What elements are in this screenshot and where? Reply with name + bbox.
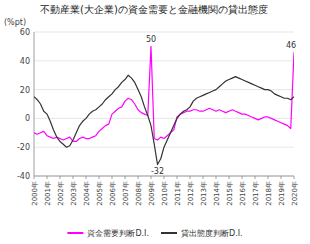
title: 不動産業(大企業)の資金需要と金融機関の貸出態度	[40, 4, 268, 15]
x-tick-label: 2018年	[265, 181, 273, 206]
x-tick-label: 2017年	[252, 181, 260, 206]
x-tick-label: 2003年	[70, 181, 78, 206]
x-tick-label: 2010年	[161, 181, 169, 206]
legend-label: 資金需要判断D.I.	[87, 229, 149, 238]
x-tick	[268, 176, 269, 179]
x-tick-label: 2008年	[135, 181, 143, 206]
y-tick-label: -20	[17, 143, 30, 152]
x-tick-label: 2009年	[148, 181, 156, 206]
x-tick	[216, 176, 217, 179]
x-tick-label: 2020年	[291, 181, 299, 206]
x-tick-label: 2019年	[278, 181, 286, 206]
x-tick-label: 2014年	[213, 181, 221, 206]
x-tick	[177, 176, 178, 179]
annotation: 46	[286, 41, 296, 50]
x-tick	[60, 176, 61, 179]
x-tick	[190, 176, 191, 179]
x-tick-label: 2001年	[44, 181, 52, 206]
x-tick-label: 2013年	[200, 181, 208, 206]
x-tick-label: 2006年	[109, 181, 117, 206]
x-tick	[229, 176, 230, 179]
grid-line	[34, 60, 294, 61]
x-tick-label: 2016年	[239, 181, 247, 206]
x-tick-label: 2004年	[83, 181, 91, 206]
chart: 不動産業(大企業)の資金需要と金融機関の貸出態度 (%pt) -40 -20 0 20 40…	[0, 0, 310, 244]
legend-swatch	[161, 232, 177, 234]
plot-area	[34, 46, 294, 164]
x-tick-label: 2012年	[187, 181, 195, 206]
x-tick-label: 2005年	[96, 181, 104, 206]
x-tick-label: 2000年	[31, 181, 39, 206]
x-tick	[112, 176, 113, 179]
x-tick	[99, 176, 100, 179]
x-tick	[125, 176, 126, 179]
x-tick	[255, 176, 256, 179]
y-tick-label: 0	[25, 114, 30, 123]
x-tick-label: 2011年	[174, 181, 182, 206]
y-tick-label: 60	[20, 28, 30, 37]
grid-line	[34, 89, 294, 90]
series-line	[34, 75, 294, 164]
x-tick	[34, 176, 35, 179]
x-tick	[242, 176, 243, 179]
x-tick-label: 2002年	[57, 181, 65, 206]
y-tick-label: 40	[20, 57, 30, 66]
grid-line	[34, 32, 294, 33]
y-tick-label: 20	[20, 86, 30, 95]
y-axis	[34, 32, 35, 176]
legend: 資金需要判断D.I. 貸出態度判断D.I.	[67, 229, 242, 238]
x-tick-label: 2015年	[226, 181, 234, 206]
y-tick-label: -40	[17, 172, 30, 181]
legend-label: 貸出態度判断D.I.	[181, 229, 243, 238]
x-tick	[47, 176, 48, 179]
legend-swatch	[67, 232, 83, 234]
x-tick	[203, 176, 204, 179]
series-line	[34, 46, 294, 141]
x-tick	[73, 176, 74, 179]
annotation: 50	[146, 35, 156, 44]
y-label: (%pt)	[4, 18, 26, 27]
x-tick-label: 2007年	[122, 181, 130, 206]
x-tick	[281, 176, 282, 179]
x-tick	[86, 176, 87, 179]
x-tick	[294, 176, 295, 179]
x-tick	[138, 176, 139, 179]
annotation: -32	[151, 167, 164, 176]
